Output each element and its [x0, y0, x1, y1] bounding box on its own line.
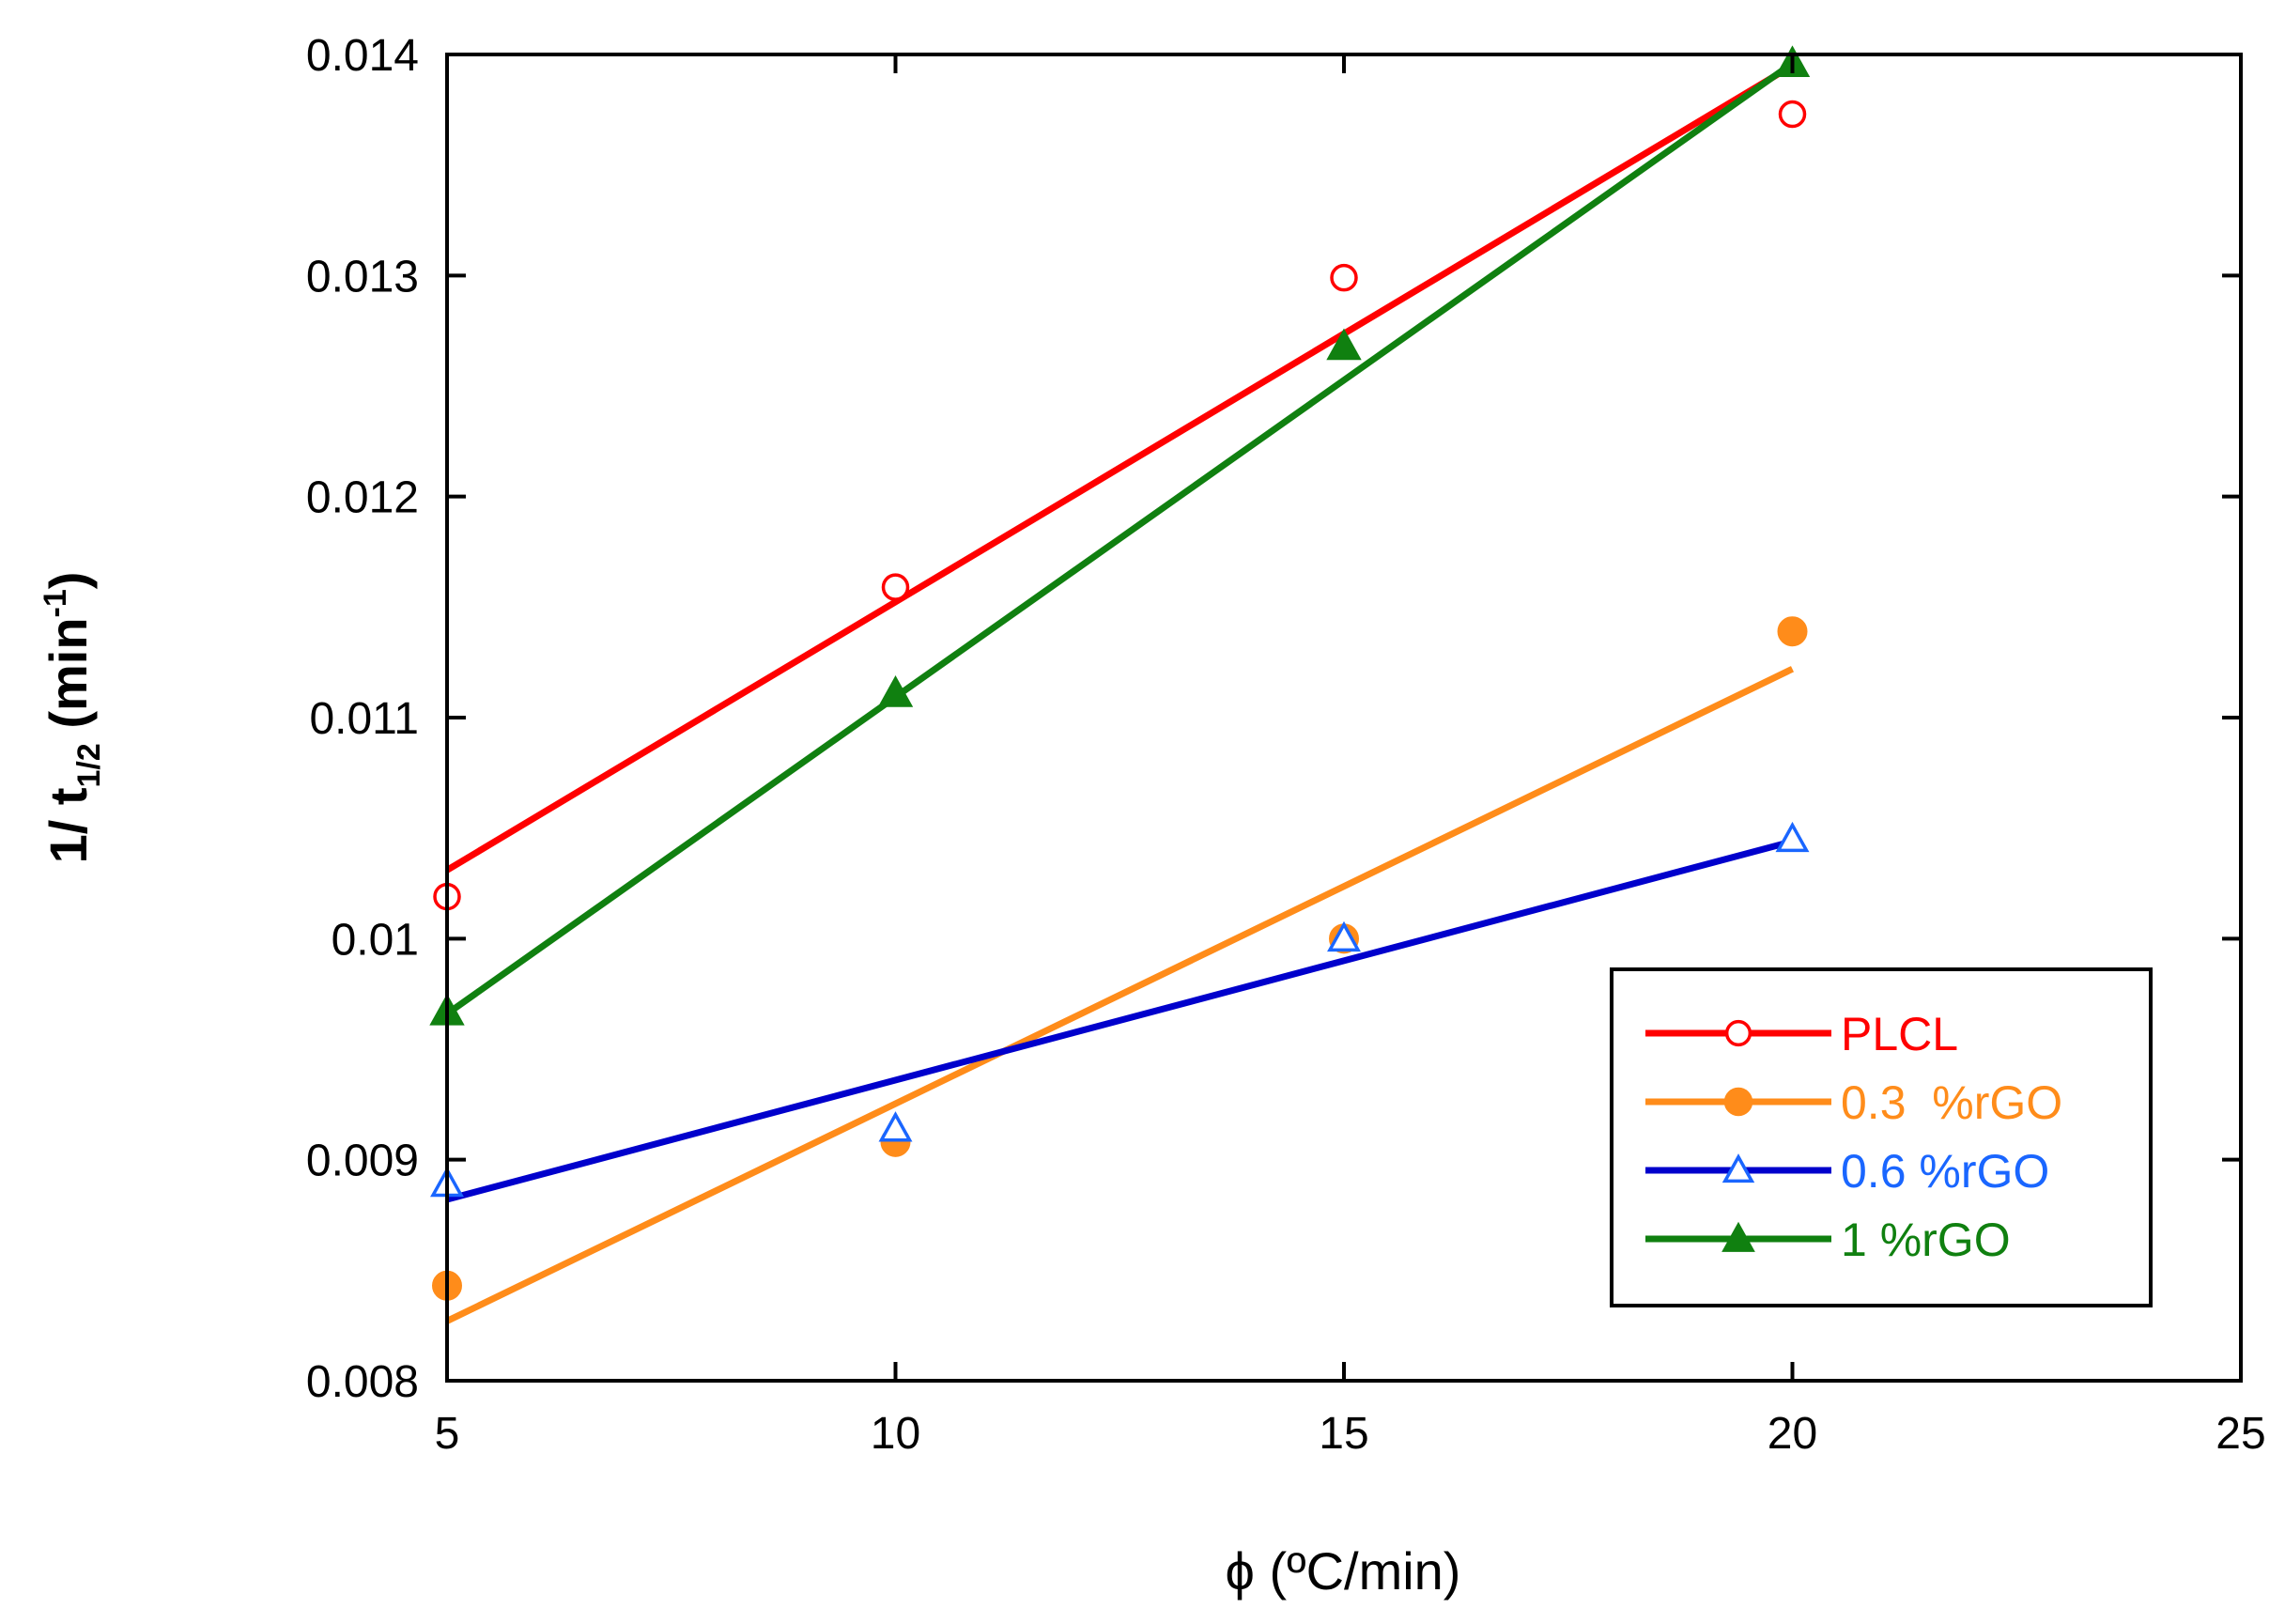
series-plcl: [433, 62, 1807, 911]
data-point-0-6-rgo: [1327, 920, 1361, 952]
fit-line-0-3-rgo: [445, 666, 1795, 1324]
legend-label: 0.6 %rGO: [1841, 1145, 2049, 1198]
x-axis-title: ϕ (ºC/min): [1226, 1541, 1461, 1601]
x-tick-label: 15: [1319, 1409, 1368, 1459]
y-tick-label: 0.009: [306, 1137, 419, 1186]
y-tick-label: 0.014: [306, 31, 419, 81]
legend: PLCL 0.3 %rGO 0.6 %rGO 1 %rGO: [1610, 967, 2153, 1307]
y-axis-title-subscript: 1/2: [71, 743, 107, 787]
x-tick-label: 5: [435, 1409, 460, 1459]
x-tick-label: 10: [871, 1409, 920, 1459]
y-tick-label: 0.008: [306, 1357, 419, 1407]
fit-line-1-rgo: [444, 60, 1795, 1017]
legend-marker: [1721, 1153, 1755, 1183]
legend-item-0-6-rgo: 0.6 %rGO: [1645, 1145, 2049, 1198]
data-point-plcl: [881, 573, 910, 601]
legend-label: 0.3 %rGO: [1841, 1076, 2062, 1129]
legend-marker: [1724, 1019, 1752, 1047]
legend-item-plcl: PLCL: [1645, 1008, 1958, 1060]
y-tick-label: 0.011: [309, 694, 419, 744]
legend-item-1-rgo: 1 %rGO: [1645, 1214, 2011, 1266]
x-tick-label: 20: [1768, 1409, 1817, 1459]
y-axis-title-prefix: 1/ t: [39, 788, 98, 864]
y-axis-title-unit-close: ): [39, 572, 98, 590]
legend-label: PLCL: [1841, 1008, 1958, 1060]
y-axis-title-unit-open: (min: [39, 617, 98, 728]
data-point-1-rgo: [1326, 328, 1362, 361]
data-point-1-rgo: [877, 675, 914, 707]
data-point-0-3-rgo: [1777, 616, 1808, 647]
legend-marker: [1721, 1221, 1755, 1252]
legend-item-0-3-rgo: 0.3 %rGO: [1645, 1076, 2062, 1129]
fit-line-plcl: [445, 62, 1795, 874]
y-tick-label: 0.01: [332, 915, 419, 965]
y-tick-label: 0.013: [306, 252, 419, 302]
fit-line-0-6-rgo: [446, 838, 1794, 1203]
x-tick-label: 25: [2216, 1409, 2265, 1459]
y-axis-title-space: [39, 729, 98, 744]
data-point-0-6-rgo: [878, 1111, 913, 1142]
y-axis-title-superscript: -1: [38, 589, 73, 617]
y-tick-label: 0.012: [306, 473, 419, 523]
data-point-plcl: [1330, 263, 1358, 292]
axis-ticks: [445, 53, 2243, 1383]
y-axis-title: 1/ t1/2 (min-1): [38, 572, 107, 864]
axis-tick-labels: 5 10 15 20 25 0.008 0.009 0.01 0.011 0.012 0.013 0.…: [306, 31, 2266, 1459]
legend-marker: [1723, 1087, 1753, 1117]
legend-label: 1 %rGO: [1841, 1214, 2011, 1266]
data-point-plcl: [1778, 100, 1807, 129]
data-point-0-6-rgo: [1775, 821, 1810, 853]
legend-box: [1610, 967, 2153, 1307]
plot-area: [429, 45, 1811, 1324]
